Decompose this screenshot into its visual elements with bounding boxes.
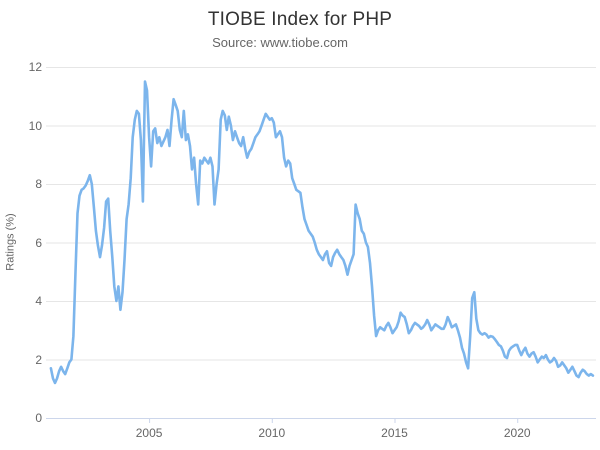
y-tick-label-2: 2 (35, 352, 42, 367)
series-line-php (49, 80, 595, 385)
y-tick-label-8: 8 (35, 177, 42, 191)
x-tick-label-2015: 2015 (381, 426, 408, 440)
x-tick-label-2020: 2020 (503, 426, 531, 440)
x-tick-label-2005: 2005 (135, 426, 163, 440)
x-tick-label-2010: 2010 (258, 426, 286, 440)
y-tick-label-6: 6 (35, 235, 42, 250)
y-tick-label-0: 0 (35, 411, 42, 425)
y-tick-label-4: 4 (35, 294, 42, 308)
y-tick-label-10: 10 (28, 118, 42, 133)
chart-title: TIOBE Index for PHP (207, 9, 393, 30)
chart-subtitle: Source: www.tiobe.com (212, 35, 348, 50)
y-tick-label-12: 12 (28, 60, 42, 74)
